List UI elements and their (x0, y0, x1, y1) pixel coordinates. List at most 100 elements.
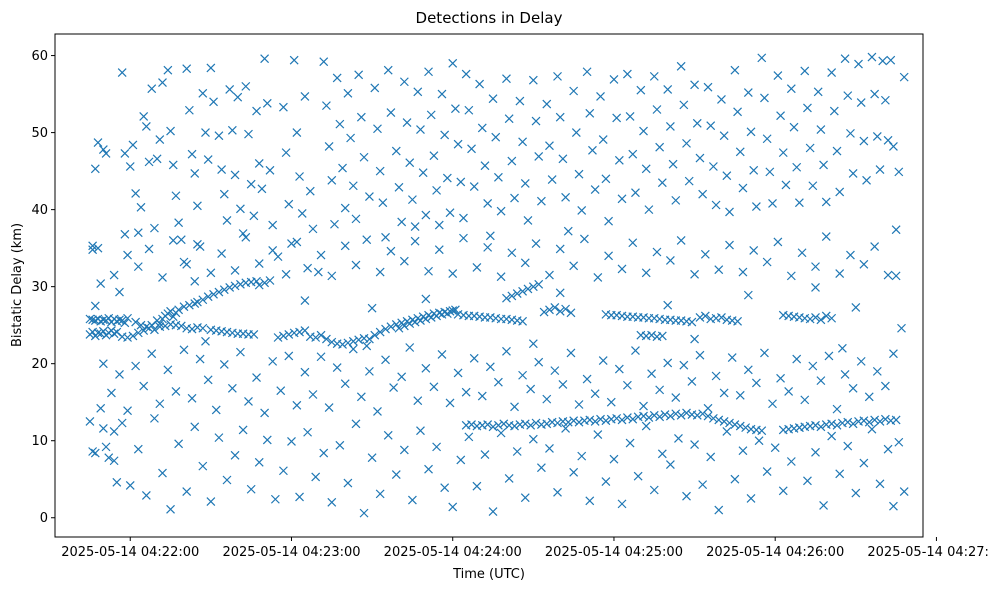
data-point-scattered (622, 69, 632, 79)
data-point-scattered (109, 456, 119, 466)
data-point-scattered (434, 245, 444, 255)
data-point-scattered (515, 96, 525, 106)
data-point-scattered (598, 356, 608, 366)
data-point-scattered (590, 389, 600, 399)
x-tick-label: 2025-05-14 04:27:00 (867, 545, 988, 560)
data-point-scattered (265, 165, 275, 175)
data-point-scattered (246, 484, 256, 494)
data-point-scattered (217, 249, 227, 258)
data-point-track-f (467, 420, 476, 429)
data-point-scattered (338, 163, 347, 173)
data-point-scattered (816, 376, 826, 386)
data-point-track-a-upper (179, 302, 189, 312)
data-point-scattered (765, 167, 775, 177)
data-point-scattered (609, 454, 619, 464)
data-point-scattered (117, 418, 127, 428)
data-point-scattered (96, 403, 106, 413)
data-point-track-g (891, 415, 901, 425)
data-point-scattered (711, 371, 721, 381)
data-point-scattered (416, 125, 425, 134)
data-point-scattered (246, 179, 256, 189)
data-point-scattered (679, 360, 689, 370)
data-point-track-f (569, 416, 579, 426)
data-point-scattered (254, 158, 264, 168)
data-point-scattered (117, 68, 127, 77)
data-point-track-b (273, 333, 283, 342)
data-point-track-f (520, 419, 530, 429)
data-point-scattered (308, 224, 318, 234)
data-point-scattered (695, 350, 705, 360)
data-point-scattered (725, 240, 734, 250)
data-point-track-b (410, 317, 420, 327)
data-point-scattered (158, 272, 167, 282)
data-point-scattered (112, 477, 122, 487)
data-point-scattered (467, 144, 476, 154)
data-point-scattered (614, 364, 624, 374)
data-point-scattered (835, 187, 845, 197)
data-point-track-a-upper (230, 281, 240, 291)
data-point-scattered (233, 92, 243, 102)
data-point-scattered (442, 173, 452, 183)
data-point-scattered (816, 125, 826, 134)
data-point-scattered (424, 67, 433, 77)
data-point-scattered (434, 220, 444, 230)
data-point-track-c (502, 293, 511, 303)
data-point-scattered (786, 457, 796, 466)
data-point-scattered (391, 146, 401, 156)
data-point-scattered (163, 365, 173, 375)
data-point-track-f (676, 410, 686, 420)
data-point-scattered (528, 339, 538, 349)
data-point-track-a-upper (115, 315, 124, 325)
data-point-scattered (604, 251, 614, 261)
data-point-scattered (391, 470, 401, 480)
data-point-scattered (227, 125, 237, 135)
data-point-scattered (730, 65, 740, 75)
data-point-scattered (421, 210, 431, 220)
data-point-scattered (768, 399, 777, 409)
data-point-scattered (373, 124, 382, 134)
data-point-scattered (88, 245, 98, 255)
data-point-scattered (367, 453, 377, 463)
data-point-scattered (649, 485, 659, 495)
data-point-scattered (636, 85, 646, 95)
data-point-scattered (706, 452, 716, 462)
data-point-scattered (582, 67, 592, 77)
data-point-track-a-lower (144, 323, 154, 333)
data-point-scattered (518, 137, 528, 147)
data-point-track-b (381, 324, 390, 334)
data-point-scattered (295, 492, 304, 502)
data-point-scattered (289, 55, 299, 65)
data-point-scattered (362, 341, 372, 351)
data-point-scattered (222, 475, 232, 485)
data-point-scattered (115, 370, 124, 379)
data-point-track-a-lower (133, 328, 143, 338)
data-point-track-c (550, 303, 560, 312)
data-point-track-f (735, 421, 745, 431)
data-point-scattered (219, 360, 229, 369)
data-point-track-a-upper (198, 295, 208, 305)
data-point-scattered (252, 373, 261, 382)
data-point-scattered (332, 363, 342, 372)
data-point-track-a-upper (209, 289, 218, 299)
data-point-scattered (542, 99, 552, 109)
data-point-scattered (773, 237, 783, 247)
data-point-scattered (633, 471, 643, 481)
data-point-scattered (176, 235, 186, 245)
data-point-scattered (456, 177, 466, 187)
data-point-scattered (257, 184, 267, 194)
data-point-track-b (405, 319, 415, 329)
data-point-scattered (628, 149, 638, 159)
data-point-scattered (383, 430, 393, 440)
data-point-scattered (300, 91, 310, 101)
data-point-scattered (832, 404, 842, 414)
data-point-scattered (217, 165, 227, 174)
data-point-scattered (190, 276, 200, 286)
data-point-scattered (665, 122, 675, 131)
data-point-scattered (206, 497, 216, 506)
data-point-scattered (811, 283, 820, 292)
data-point-scattered (786, 84, 796, 94)
data-point-scattered (85, 417, 95, 426)
data-markers (85, 52, 909, 518)
data-point-scattered (722, 427, 732, 436)
